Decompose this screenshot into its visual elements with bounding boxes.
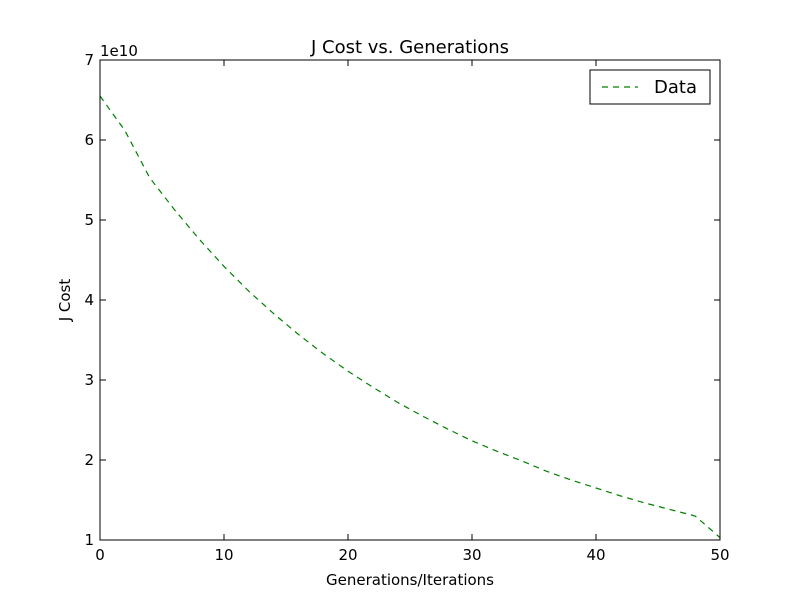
y-tick-label: 3: [84, 371, 94, 389]
x-tick-label: 20: [338, 546, 357, 564]
y-tick-label: 5: [84, 211, 94, 229]
plot-layer: [99, 95, 721, 539]
x-tick-label: 0: [95, 546, 105, 564]
y-tick-label: 4: [84, 291, 94, 309]
y-tick-label: 1: [84, 531, 94, 549]
y-axis-label: J Cost: [56, 279, 74, 323]
x-tick-label: 30: [462, 546, 481, 564]
x-tick-label: 40: [586, 546, 605, 564]
data-series-line: [99, 95, 721, 539]
y-axis-offset-label: 1e10: [100, 42, 138, 60]
chart-title: J Cost vs. Generations: [310, 37, 509, 58]
legend: Data: [589, 69, 711, 105]
y-tick-label: 6: [84, 131, 94, 149]
legend-box: [589, 69, 711, 105]
x-tick-label: 50: [710, 546, 729, 564]
ticks-layer: 0 10 20 30 40 50 1 2 3 4 5 6 7: [84, 51, 729, 564]
x-axis-label: Generations/Iterations: [326, 571, 494, 589]
legend-label: Data: [654, 77, 697, 98]
x-tick-label: 10: [214, 546, 233, 564]
y-tick-label: 7: [84, 51, 94, 69]
y-tick-label: 2: [84, 451, 94, 469]
